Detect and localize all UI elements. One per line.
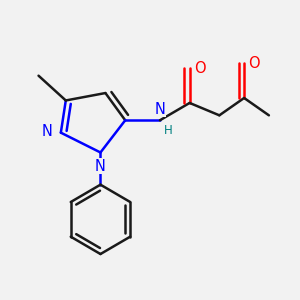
Text: N: N [41, 124, 52, 139]
Text: O: O [249, 56, 260, 71]
Text: N: N [154, 102, 165, 117]
Text: N: N [95, 159, 106, 174]
Text: H: H [164, 124, 173, 137]
Text: O: O [194, 61, 206, 76]
